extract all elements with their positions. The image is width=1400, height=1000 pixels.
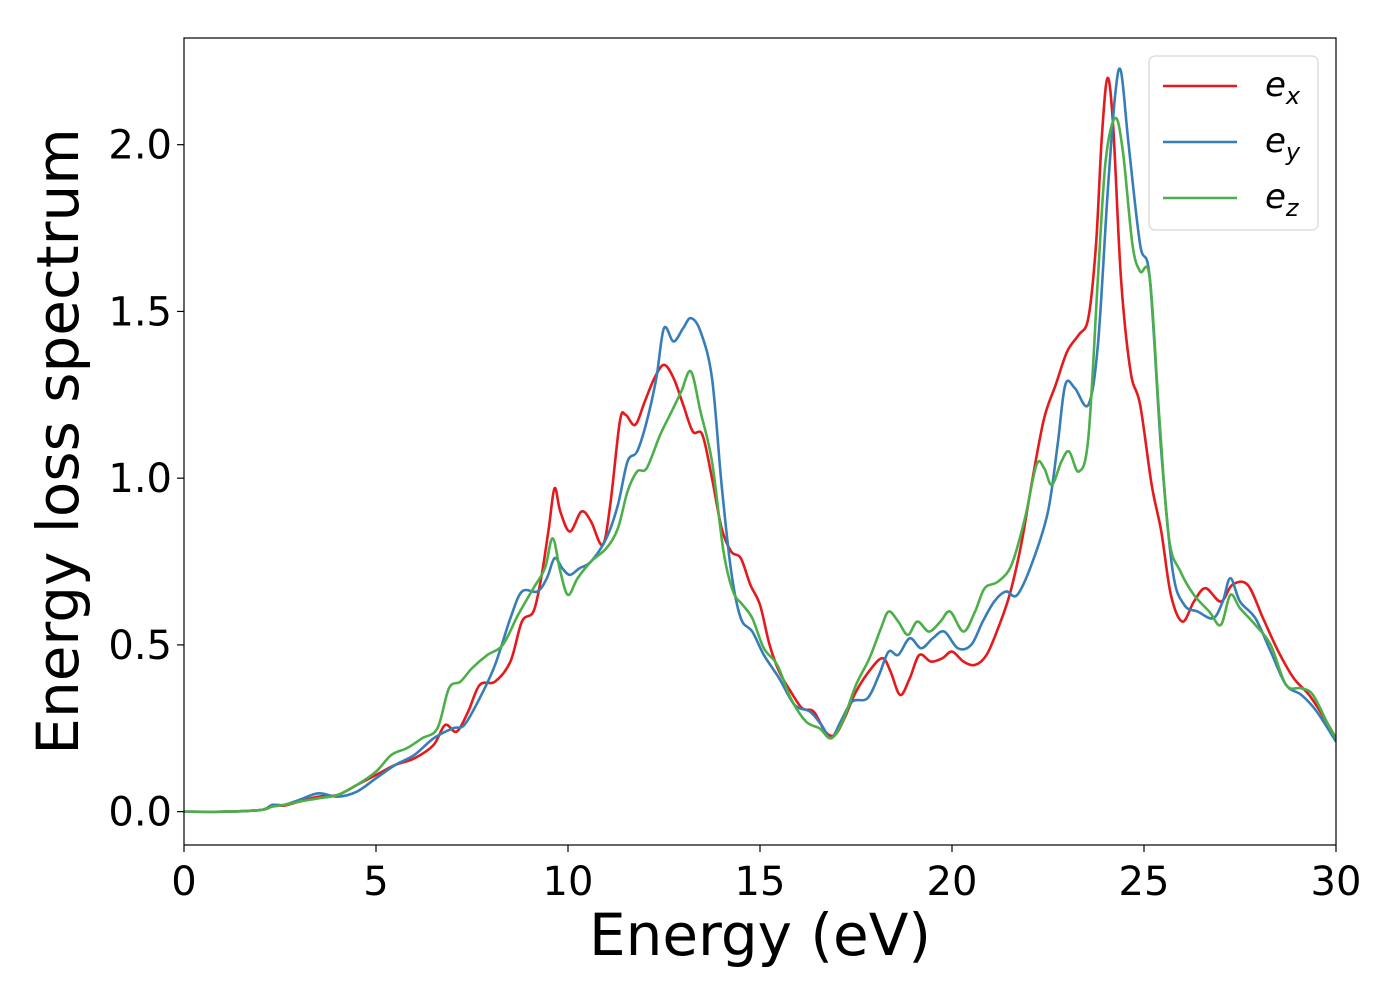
series-layer [184, 67, 1336, 814]
x-axis-title: Energy (eV) [589, 901, 931, 969]
x-tick-label: 30 [1311, 859, 1362, 905]
legend-label: ey [1265, 121, 1301, 166]
x-tick-label: 25 [1119, 859, 1170, 905]
x-tick-label: 20 [927, 859, 978, 905]
legend-label: ex [1265, 65, 1301, 110]
y-axis-title: Energy loss spectrum [24, 128, 92, 754]
y-tick-label: 0.5 [108, 623, 172, 669]
series-line-ez [184, 116, 1336, 814]
y-tick-label: 1.0 [108, 456, 172, 502]
x-tick-label: 15 [735, 859, 786, 905]
y-tick-label: 2.0 [108, 123, 172, 169]
axes-layer: 0 5 10 15 20 25 30 0.0 0.5 1.0 1.5 2.0 [108, 37, 1362, 905]
legend-label: ez [1265, 177, 1300, 222]
y-tick-label: 0.0 [108, 790, 172, 836]
series-line-ey [184, 67, 1336, 814]
y-tick-label: 1.5 [108, 289, 172, 335]
legend: ex ey ez [1148, 55, 1319, 231]
x-tick-label: 10 [543, 859, 594, 905]
x-tick-label: 0 [171, 859, 196, 905]
x-tick-label: 5 [363, 859, 388, 905]
